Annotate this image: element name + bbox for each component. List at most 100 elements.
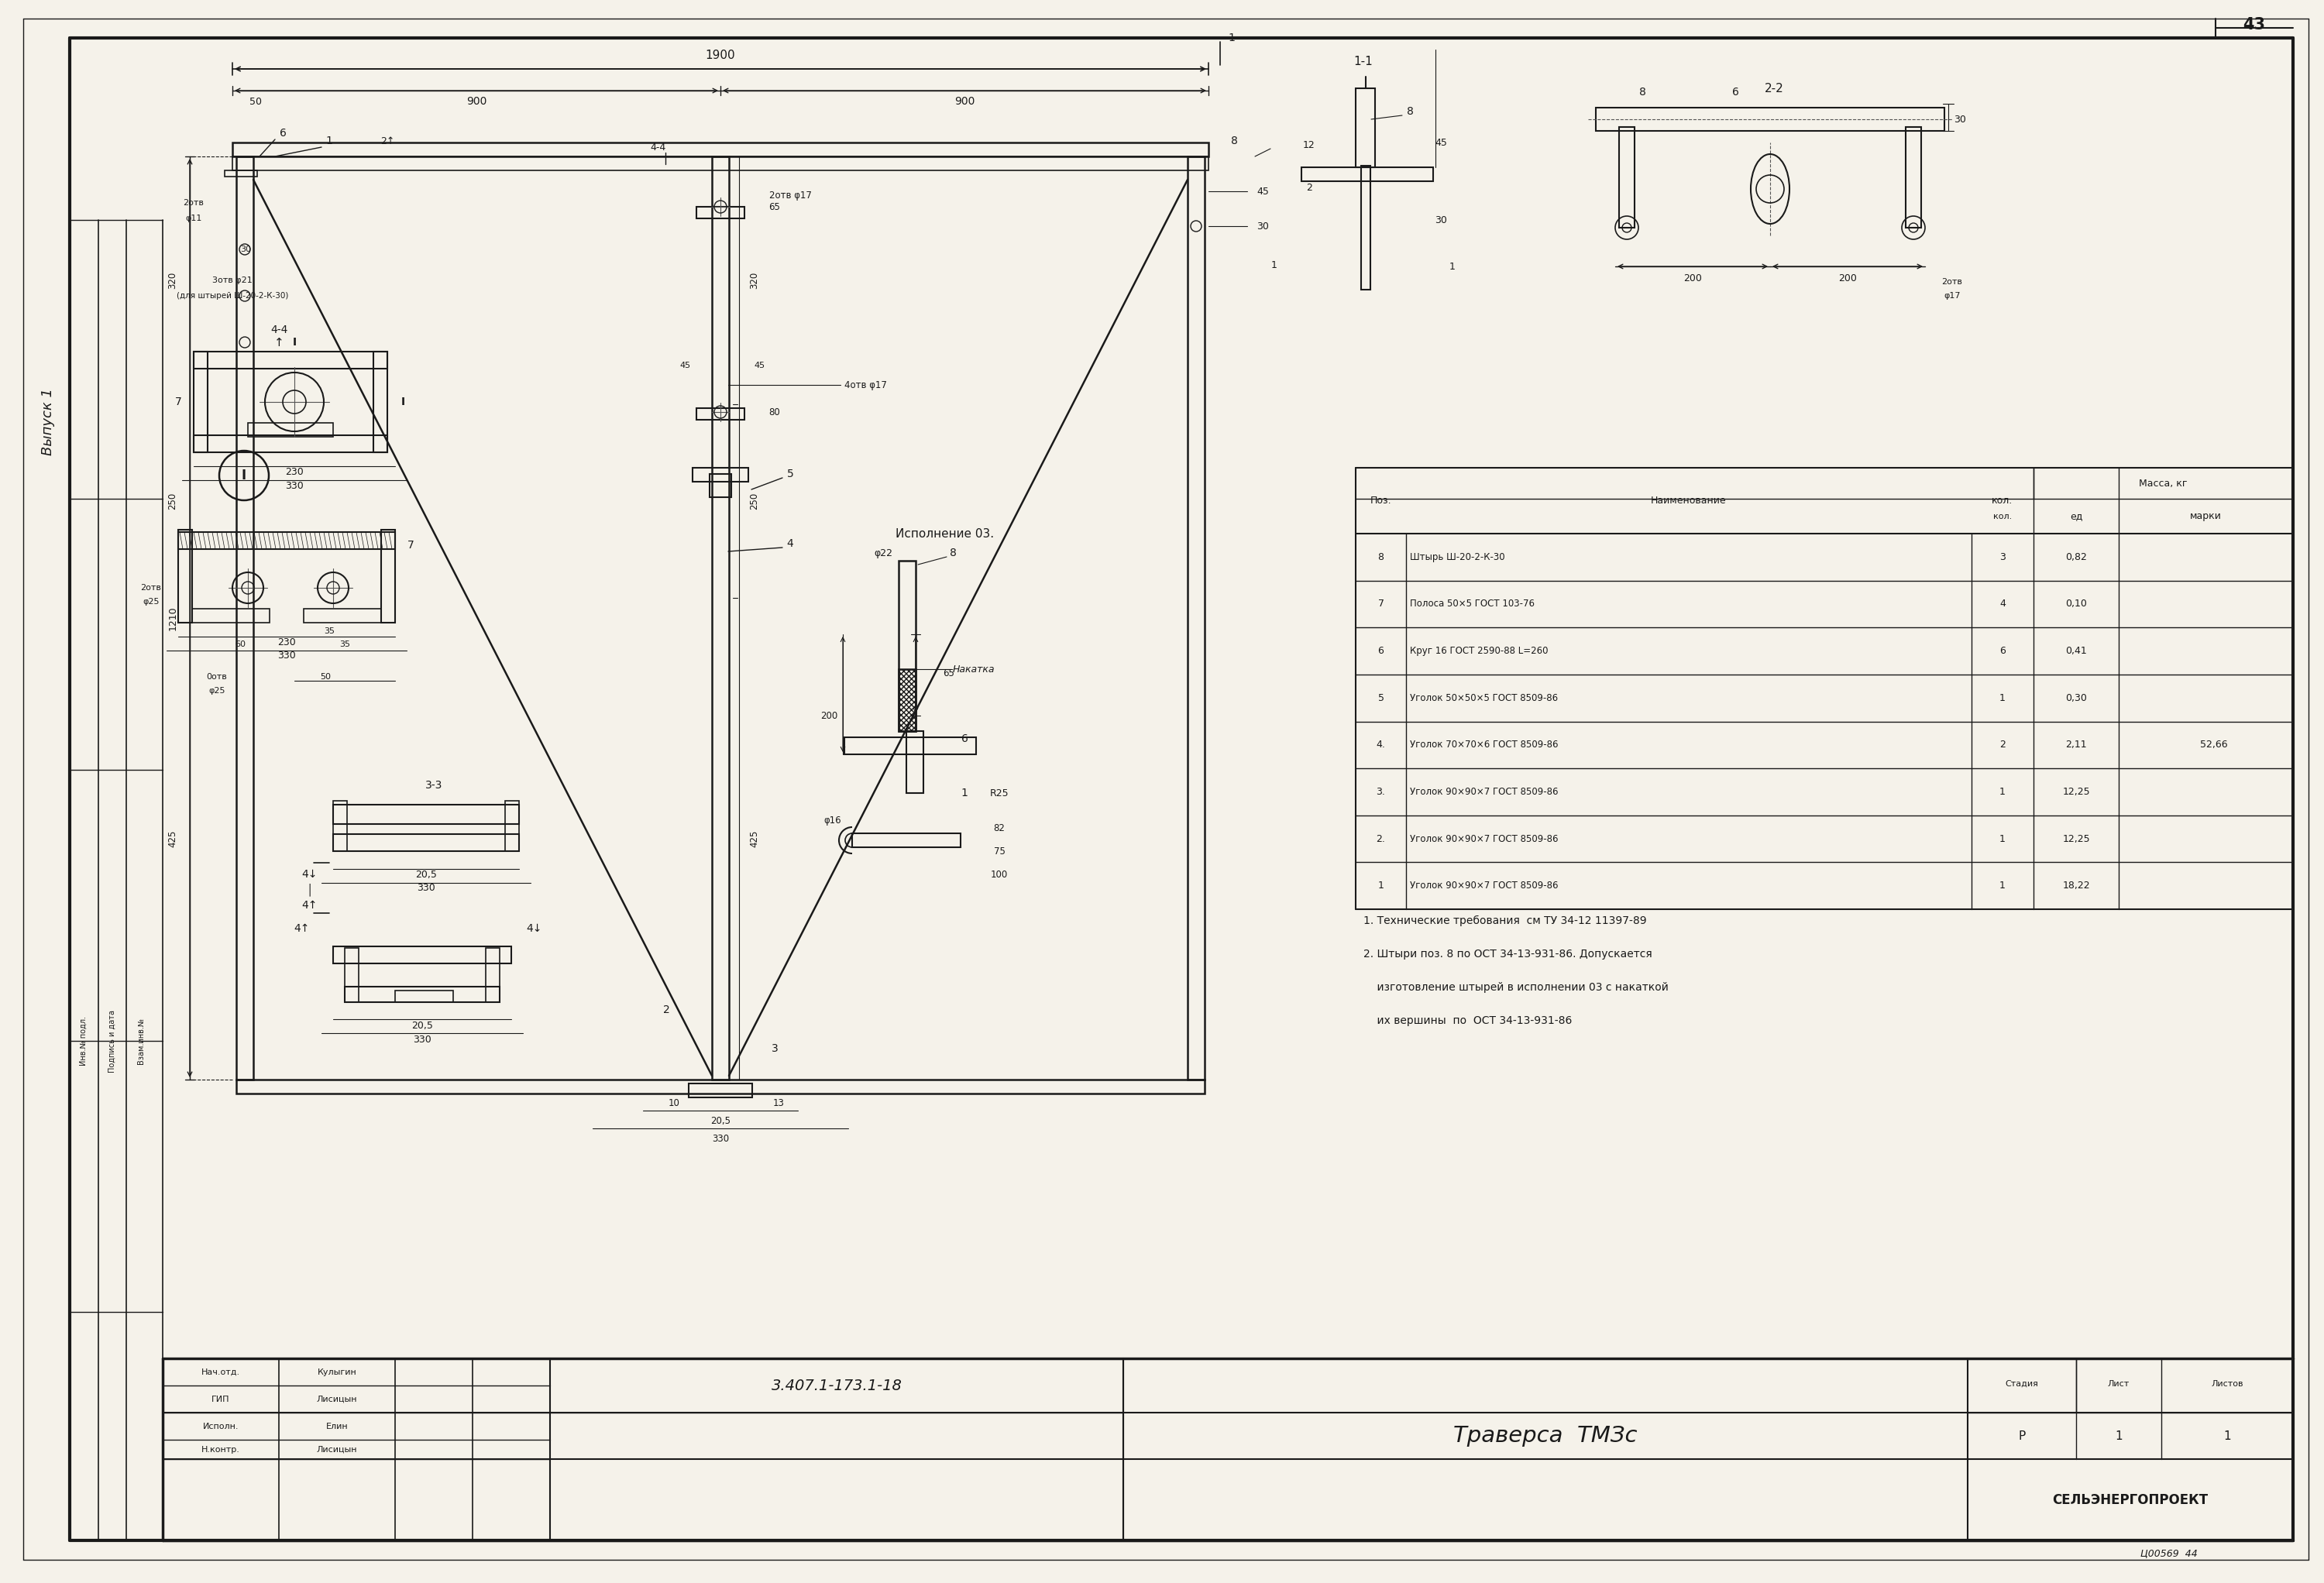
Text: 5: 5 (1378, 693, 1385, 703)
Text: I: I (293, 337, 297, 348)
Text: 30: 30 (1257, 222, 1269, 231)
Text: Подпись и дата: Подпись и дата (109, 1010, 116, 1072)
Text: 1: 1 (962, 788, 967, 798)
Text: ГИП: ГИП (211, 1395, 230, 1403)
Text: 330: 330 (277, 651, 295, 660)
Text: φ22: φ22 (874, 548, 892, 557)
Text: 250: 250 (748, 492, 760, 510)
Text: 4↓: 4↓ (302, 869, 318, 880)
Text: 0,30: 0,30 (2066, 693, 2087, 703)
Text: 2: 2 (1306, 182, 1313, 193)
Text: Масса, кг: Масса, кг (2138, 478, 2187, 488)
Text: Инв.№ подл.: Инв.№ подл. (79, 1016, 88, 1065)
Text: 330: 330 (414, 1034, 432, 1045)
Text: марки: марки (2189, 511, 2222, 521)
Text: Н.контр.: Н.контр. (202, 1445, 239, 1453)
Text: 7: 7 (174, 396, 181, 407)
Bar (899, 670, 916, 731)
Text: 1: 1 (1271, 260, 1278, 269)
Text: 1-1: 1-1 (1355, 55, 1373, 66)
Text: 7: 7 (1378, 598, 1385, 609)
Text: Круг 16 ГОСТ 2590-88 L=260: Круг 16 ГОСТ 2590-88 L=260 (1411, 646, 1548, 655)
Text: 6: 6 (1999, 646, 2006, 655)
Text: 35: 35 (339, 641, 351, 647)
Text: 3: 3 (1999, 552, 2006, 562)
Text: изготовление штырей в исполнении 03 с накаткой: изготовление штырей в исполнении 03 с на… (1364, 981, 1669, 993)
Text: Накатка: Накатка (953, 665, 995, 674)
Text: 250: 250 (167, 492, 177, 510)
Text: 5: 5 (788, 469, 792, 480)
Text: 4↓: 4↓ (528, 923, 541, 934)
Text: 4: 4 (788, 538, 792, 549)
Text: 35: 35 (323, 627, 335, 635)
Text: Уголок 90×90×7 ГОСТ 8509-86: Уголок 90×90×7 ГОСТ 8509-86 (1411, 834, 1557, 844)
Text: 8: 8 (1232, 136, 1236, 146)
Text: 45: 45 (1257, 187, 1269, 196)
Text: 1: 1 (1999, 834, 2006, 844)
Text: 30: 30 (1434, 215, 1448, 225)
Text: 80: 80 (769, 407, 781, 416)
Text: 3: 3 (772, 1043, 779, 1054)
Text: 13: 13 (774, 1097, 783, 1108)
Text: 230: 230 (286, 467, 304, 476)
Text: 200: 200 (1838, 272, 1857, 283)
Text: φ16: φ16 (825, 815, 841, 825)
Text: 330: 330 (286, 481, 304, 491)
Text: 45: 45 (681, 361, 690, 369)
Text: 2: 2 (1999, 739, 2006, 750)
Text: Р: Р (2017, 1429, 2027, 1442)
Text: 100: 100 (990, 869, 1009, 880)
Text: │: │ (307, 883, 314, 896)
Text: 4↑: 4↑ (302, 899, 318, 910)
Text: 2отв φ17: 2отв φ17 (769, 190, 811, 199)
Text: 1. Технические требования  см ТУ 34-12 11397-89: 1. Технические требования см ТУ 34-12 11… (1364, 915, 1648, 926)
Text: 45: 45 (1434, 138, 1448, 147)
Text: 320: 320 (167, 272, 177, 290)
Text: кол.: кол. (1994, 513, 2013, 521)
Text: 12: 12 (1304, 139, 1315, 150)
Text: 2,11: 2,11 (2066, 739, 2087, 750)
Text: 200: 200 (820, 711, 837, 720)
Text: 3-3: 3-3 (425, 780, 442, 792)
Text: 1: 1 (1450, 261, 1455, 271)
Text: 50: 50 (321, 673, 330, 681)
Text: 425: 425 (748, 829, 760, 847)
Text: 320: 320 (748, 272, 760, 290)
Text: Уголок 70×70×6 ГОСТ 8509-86: Уголок 70×70×6 ГОСТ 8509-86 (1411, 739, 1557, 750)
Text: 12,25: 12,25 (2061, 834, 2089, 844)
Text: Уголок 90×90×7 ГОСТ 8509-86: Уголок 90×90×7 ГОСТ 8509-86 (1411, 787, 1557, 796)
Text: I: I (400, 396, 404, 407)
Text: 7: 7 (407, 540, 414, 551)
Text: 200: 200 (1683, 272, 1701, 283)
Text: 30: 30 (239, 245, 251, 253)
Text: 1: 1 (325, 136, 332, 146)
Text: I: I (242, 469, 246, 483)
Text: 0,41: 0,41 (2066, 646, 2087, 655)
Text: 30: 30 (1954, 114, 1966, 125)
Text: 12,25: 12,25 (2061, 787, 2089, 796)
Text: 8: 8 (951, 548, 955, 559)
Text: 50: 50 (249, 97, 263, 106)
Text: ↑: ↑ (274, 337, 284, 348)
Text: Уголок 90×90×7 ГОСТ 8509-86: Уголок 90×90×7 ГОСТ 8509-86 (1411, 880, 1557, 891)
Text: Траверса  ТМЗс: Траверса ТМЗс (1452, 1425, 1638, 1447)
Text: 20,5: 20,5 (411, 1021, 432, 1031)
Text: 2.: 2. (1376, 834, 1385, 844)
Text: Штырь Ш-20-2-К-30: Штырь Ш-20-2-К-30 (1411, 552, 1506, 562)
Text: 1: 1 (1999, 693, 2006, 703)
Text: СЕЛЬЭНЕРГОПРОЕКТ: СЕЛЬЭНЕРГОПРОЕКТ (2052, 1493, 2208, 1507)
Text: Ц00569  44: Ц00569 44 (2140, 1548, 2199, 1559)
Text: 4↑: 4↑ (295, 923, 309, 934)
Text: Елин: Елин (325, 1422, 349, 1429)
Text: кол.: кол. (1992, 495, 2013, 505)
Text: 4-4: 4-4 (270, 325, 288, 336)
Text: Наименование: Наименование (1650, 495, 1727, 505)
Text: 6: 6 (1731, 87, 1738, 98)
Text: 900: 900 (467, 97, 486, 108)
Text: φ11: φ11 (186, 215, 202, 222)
Text: 1: 1 (1999, 880, 2006, 891)
Text: 45: 45 (753, 361, 765, 369)
Text: 10: 10 (669, 1097, 679, 1108)
Text: 0,10: 0,10 (2066, 598, 2087, 609)
Text: 1: 1 (1999, 787, 2006, 796)
